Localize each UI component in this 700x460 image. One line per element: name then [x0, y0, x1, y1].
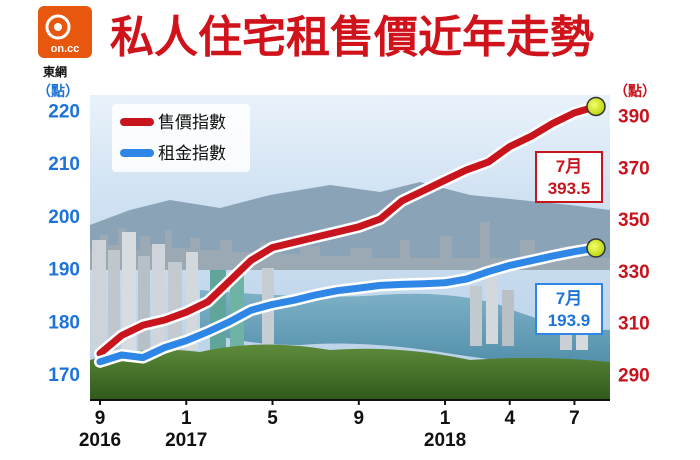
- x-tick-month: 5: [267, 408, 278, 429]
- callout-price-month: 7月: [556, 157, 582, 176]
- y-left-tick-label: 220: [48, 102, 80, 123]
- y-left-unit: （點）: [37, 83, 79, 100]
- y-left-ticks: 170 180 190 200 210 220: [48, 102, 80, 386]
- y-right-tick-label: 350: [618, 210, 650, 231]
- series-line-price: [96, 103, 600, 358]
- y-left-tick-label: 180: [48, 312, 80, 333]
- y-right-tick-label: 330: [618, 262, 650, 283]
- y-right-tick-label: 390: [618, 107, 650, 128]
- callout-price-value: 393.5: [548, 179, 591, 198]
- callout-price: 7月 393.5: [535, 151, 603, 203]
- y-left-tick-label: 200: [48, 207, 80, 228]
- legend-label-price: 售價指數: [158, 113, 226, 133]
- x-tick-year: 2018: [424, 430, 466, 451]
- x-tick-month: 1: [440, 408, 451, 429]
- y-left-tick-label: 210: [48, 154, 80, 175]
- x-tick-month: 9: [95, 408, 106, 429]
- legend: 售價指數 租金指數: [112, 104, 250, 172]
- logo-text: on.cc: [51, 43, 80, 55]
- y-right-tick-label: 290: [618, 365, 650, 386]
- callout-rent: 7月 193.9: [535, 283, 603, 335]
- y-right-unit: （點）: [614, 83, 656, 100]
- x-tick-month: 7: [569, 408, 580, 429]
- y-right-ticks: 290 310 330 350 370 390: [618, 107, 650, 387]
- logo-sub: 東網: [43, 64, 67, 79]
- callout-rent-value: 193.9: [548, 311, 591, 330]
- series-line-rent: [96, 244, 600, 366]
- y-left-tick-label: 190: [48, 260, 80, 281]
- series-layer: [94, 100, 602, 368]
- oncc-logo: on.cc 東網: [38, 6, 92, 79]
- end-marker-price: [586, 96, 606, 117]
- x-tick-year: 2017: [165, 430, 207, 451]
- x-tick-year: 2016: [79, 430, 121, 451]
- x-tick-month: 9: [353, 408, 364, 429]
- callout-rent-month: 7月: [556, 289, 582, 308]
- x-tick-month: 1: [181, 408, 192, 429]
- y-right-tick-label: 370: [618, 158, 650, 179]
- y-right-tick-label: 310: [618, 314, 650, 335]
- y-left-tick-label: 170: [48, 365, 80, 386]
- end-marker-rent: [586, 238, 606, 258]
- legend-label-rent: 租金指數: [158, 144, 226, 164]
- end-markers: [586, 96, 606, 258]
- chart-title: 私人住宅租售價近年走勢: [110, 12, 594, 63]
- x-tick-month: 4: [504, 408, 515, 429]
